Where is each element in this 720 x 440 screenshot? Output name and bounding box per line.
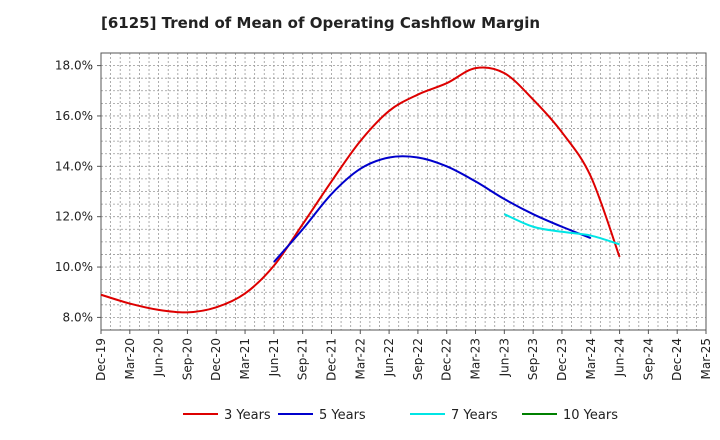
x-tick-label: Dec-21 xyxy=(324,338,338,381)
x-tick-label: Jun-24 xyxy=(613,338,627,377)
x-tick-label: Dec-22 xyxy=(440,338,454,381)
series-lines xyxy=(100,66,621,314)
x-tick-label: Sep-21 xyxy=(296,338,310,380)
x-tick-label: Mar-24 xyxy=(584,338,598,379)
y-tick-label: 18.0% xyxy=(55,59,93,73)
legend-label-3-years: 3 Years xyxy=(224,408,271,423)
grid-lines xyxy=(101,53,706,330)
x-tick-label: Sep-22 xyxy=(411,338,425,380)
x-axis-ticks: Dec-19 Mar-20 Jun-20 Sep-20 Dec-20 Mar-21 Jun-… xyxy=(94,330,713,381)
x-tick-label: Jun-23 xyxy=(497,338,511,377)
x-tick-label: Mar-21 xyxy=(238,338,252,379)
x-tick-label: Sep-24 xyxy=(641,338,655,380)
series-line-5-years xyxy=(273,155,592,263)
y-tick-label: 10.0% xyxy=(55,260,93,274)
x-tick-label: Jun-22 xyxy=(382,338,396,377)
y-tick-label: 8.0% xyxy=(63,310,94,324)
plot-frame xyxy=(100,52,707,331)
legend: 3 Years 5 Years 7 Years 10 Years xyxy=(183,408,618,423)
x-tick-label: Dec-24 xyxy=(670,338,684,381)
y-axis-ticks: 8.0% 10.0% 12.0% 14.0% 16.0% 18.0% xyxy=(55,59,101,324)
y-tick-label: 16.0% xyxy=(55,109,93,123)
x-tick-label: Dec-20 xyxy=(209,338,223,381)
chart-title: [6125] Trend of Mean of Operating Cashfl… xyxy=(101,14,541,32)
x-tick-label: Jun-20 xyxy=(152,338,166,377)
x-tick-label: Sep-20 xyxy=(180,338,194,380)
legend-label-7-years: 7 Years xyxy=(451,408,498,423)
x-tick-label: Dec-19 xyxy=(94,338,108,381)
y-tick-label: 12.0% xyxy=(55,210,93,224)
series-line-7-years xyxy=(503,213,620,246)
series-line-3-years xyxy=(100,66,621,314)
legend-label-10-years: 10 Years xyxy=(563,408,618,423)
x-tick-label: Jun-21 xyxy=(267,338,281,377)
x-tick-label: Mar-23 xyxy=(469,338,483,379)
x-tick-label: Mar-25 xyxy=(699,338,713,379)
x-tick-label: Mar-20 xyxy=(123,338,137,379)
x-tick-label: Dec-23 xyxy=(555,338,569,381)
x-tick-label: Sep-23 xyxy=(526,338,540,380)
y-tick-label: 14.0% xyxy=(55,159,93,173)
legend-label-5-years: 5 Years xyxy=(319,408,366,423)
x-tick-label: Mar-22 xyxy=(353,338,367,379)
